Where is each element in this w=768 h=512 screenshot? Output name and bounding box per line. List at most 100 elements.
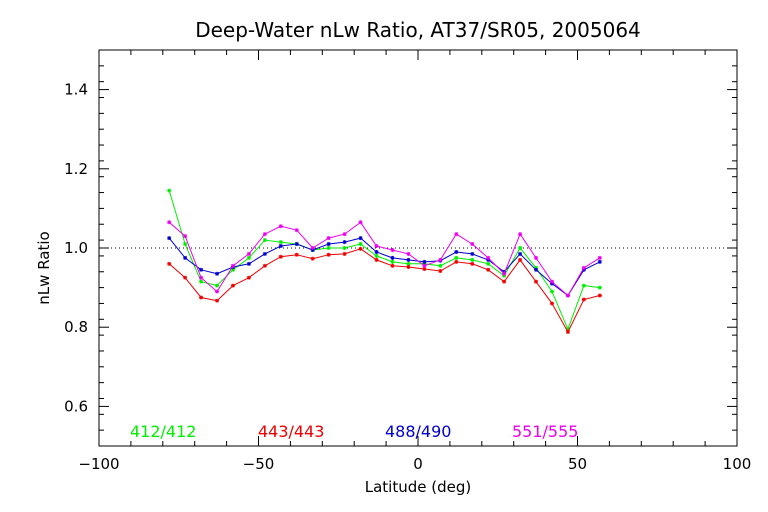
data-point	[358, 246, 363, 251]
data-point	[167, 236, 172, 241]
data-point	[454, 232, 459, 237]
data-point	[422, 263, 427, 268]
data-point	[246, 275, 251, 280]
data-point	[549, 301, 554, 306]
data-point	[518, 246, 523, 250]
data-point	[549, 289, 554, 294]
y-tick-label: 1.2	[64, 160, 88, 178]
data-point	[342, 240, 347, 245]
data-point	[438, 263, 443, 268]
data-point	[565, 329, 570, 334]
data-point	[534, 279, 539, 284]
data-point	[438, 268, 443, 273]
data-point	[470, 261, 475, 266]
data-point	[215, 283, 220, 288]
data-point	[597, 293, 602, 298]
y-tick-label: 1.0	[64, 239, 88, 257]
plot-frame	[98, 49, 738, 447]
data-point	[246, 251, 251, 256]
data-point	[167, 261, 172, 266]
data-point	[246, 255, 251, 260]
data-point	[310, 246, 315, 250]
legend-entry-443/443: 443/443	[258, 422, 324, 441]
data-point	[454, 259, 459, 264]
legend-entry-551/555: 551/555	[512, 422, 578, 441]
y-tick-label: 0.8	[64, 318, 88, 336]
data-point	[374, 257, 379, 262]
data-point	[183, 242, 188, 247]
data-point	[422, 266, 427, 271]
x-tick-label: 100	[723, 455, 752, 473]
data-point	[262, 251, 267, 256]
legend-entry-488/490: 488/490	[385, 422, 451, 441]
data-point	[294, 242, 299, 247]
data-point	[215, 271, 220, 276]
data-point	[470, 257, 475, 262]
series-551/555	[167, 220, 602, 298]
data-point	[581, 283, 586, 288]
data-point	[358, 236, 363, 241]
series-line	[168, 237, 601, 297]
data-point	[326, 246, 331, 250]
data-point	[597, 285, 602, 290]
data-point	[470, 251, 475, 256]
data-point	[486, 255, 491, 260]
data-point	[278, 254, 283, 259]
data-point	[342, 246, 347, 250]
data-point	[486, 267, 491, 272]
data-point	[358, 220, 363, 225]
series-412/412	[167, 188, 602, 332]
tick-layer: −100 −50 0 50 100 0.6 0.8 1.0 1.2 1.4	[64, 49, 752, 473]
data-point	[278, 244, 283, 249]
data-point	[390, 255, 395, 260]
data-point	[374, 244, 379, 249]
data-point	[326, 236, 331, 241]
data-point	[183, 234, 188, 239]
data-point	[502, 279, 507, 284]
data-point	[374, 253, 379, 258]
data-point	[565, 293, 570, 298]
data-point	[406, 265, 411, 270]
data-point	[167, 220, 172, 225]
data-point	[278, 224, 283, 229]
data-point	[454, 249, 459, 254]
data-point	[215, 289, 220, 294]
data-point	[246, 261, 251, 266]
data-point	[390, 259, 395, 264]
data-point	[294, 252, 299, 257]
data-point	[167, 188, 172, 193]
data-point	[199, 275, 204, 280]
data-point	[199, 267, 204, 272]
data-point	[581, 297, 586, 302]
y-tick-label: 1.4	[64, 81, 88, 99]
data-point	[374, 249, 379, 254]
series-layer	[167, 188, 602, 334]
data-point	[597, 255, 602, 260]
data-point	[326, 252, 331, 257]
data-point	[199, 279, 204, 284]
data-point	[534, 267, 539, 272]
data-point	[230, 263, 235, 268]
data-point	[262, 263, 267, 268]
data-point	[597, 259, 602, 264]
y-tick-label: 0.6	[64, 397, 88, 415]
data-point	[406, 257, 411, 262]
data-point	[549, 279, 554, 284]
x-tick-label: −50	[243, 455, 275, 473]
data-point	[183, 255, 188, 260]
data-point	[390, 263, 395, 268]
data-point	[278, 240, 283, 245]
data-point	[438, 257, 443, 262]
x-tick-label: 0	[413, 455, 423, 473]
data-point	[326, 242, 331, 247]
data-point	[406, 251, 411, 256]
data-point	[342, 251, 347, 256]
data-point	[518, 251, 523, 256]
data-point	[230, 267, 235, 272]
legend-entry-412/412: 412/412	[130, 422, 196, 441]
x-tick-label: −100	[78, 455, 119, 473]
data-point	[581, 265, 586, 270]
data-point	[470, 242, 475, 247]
series-line	[168, 221, 601, 297]
data-point	[310, 256, 315, 261]
